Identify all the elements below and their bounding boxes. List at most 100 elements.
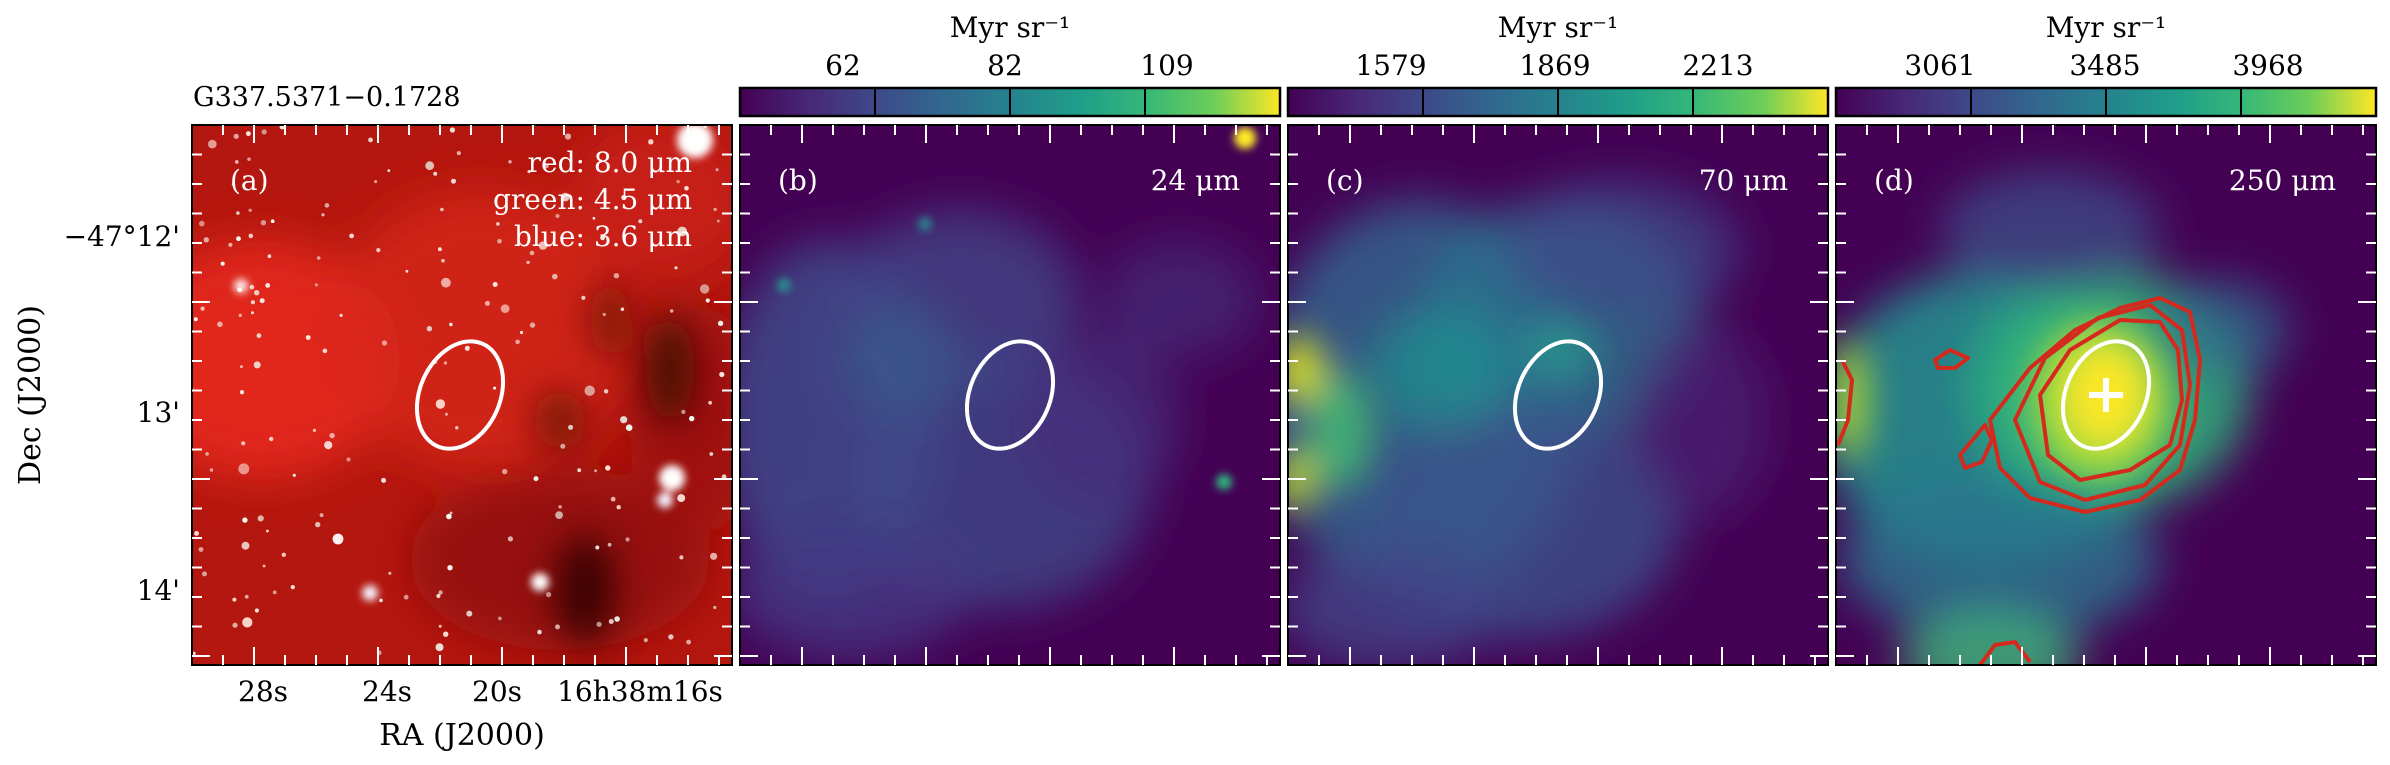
star [676, 179, 680, 184]
star [438, 590, 443, 595]
panel-b-label: (b) [778, 164, 818, 197]
star [715, 168, 719, 172]
star [625, 424, 633, 432]
star [497, 239, 502, 244]
star [241, 441, 246, 446]
star [248, 233, 254, 239]
star [451, 178, 456, 184]
star [456, 151, 461, 156]
star [677, 494, 686, 503]
star [560, 443, 566, 449]
star [388, 571, 392, 575]
ra-tick-28s: 28s [238, 675, 288, 708]
star [446, 513, 452, 520]
star [200, 306, 205, 311]
colorbar-d-tick-1: 3485 [2069, 49, 2140, 82]
panel-a-image [192, 125, 732, 665]
star [205, 452, 209, 456]
legend-green: green: 4.5 μm [493, 183, 692, 216]
star [620, 307, 625, 311]
star [679, 555, 684, 560]
star [236, 236, 241, 242]
star [581, 295, 586, 300]
star [438, 624, 442, 628]
star [435, 399, 446, 409]
star [607, 542, 612, 547]
star [322, 348, 328, 354]
star [603, 389, 609, 394]
panel-d-band: 250 μm [2229, 164, 2336, 197]
star [638, 219, 643, 224]
star [447, 565, 453, 571]
star [261, 129, 267, 135]
star [527, 170, 531, 174]
star [316, 256, 321, 260]
star [529, 322, 536, 328]
colorbar-b-tick-0: 62 [825, 49, 861, 82]
star [684, 186, 689, 191]
colorbar-c-tick-2: 2213 [1682, 49, 1753, 82]
x-axis-label: RA (J2000) [379, 718, 545, 753]
panel-b-band: 24 μm [1151, 164, 1240, 197]
star [253, 361, 261, 369]
star [321, 213, 325, 217]
star [620, 416, 628, 424]
star [621, 194, 627, 201]
star [279, 125, 286, 130]
star [324, 203, 330, 208]
star [529, 250, 535, 256]
star [332, 533, 344, 545]
legend-blue: blue: 3.6 μm [514, 220, 692, 253]
panel-d-ellipse [2060, 339, 2152, 451]
star [272, 590, 277, 595]
panel-d: (d) 250 μm [1835, 124, 2377, 666]
star [568, 424, 574, 430]
star [242, 617, 253, 628]
star [545, 164, 549, 169]
star [526, 260, 530, 264]
star [319, 513, 324, 518]
star [689, 415, 695, 422]
panel-c-band: 70 μm [1699, 164, 1788, 197]
panel-d-image [1836, 125, 2376, 665]
colorbar-b-unit: Myr sr⁻¹ [950, 11, 1071, 44]
star [441, 277, 451, 288]
star [254, 608, 259, 613]
star [232, 622, 238, 628]
star [502, 468, 508, 475]
star [403, 594, 409, 600]
colorbar-b-tick-1: 82 [987, 49, 1023, 82]
star [433, 171, 438, 176]
y-axis-label: Dec (J2000) [13, 305, 48, 485]
star [257, 515, 264, 522]
star [242, 517, 248, 523]
star [270, 219, 275, 223]
star [425, 161, 435, 171]
star [203, 237, 209, 243]
star [324, 441, 333, 450]
star [368, 137, 373, 143]
star [435, 643, 444, 652]
star [315, 521, 321, 528]
star [193, 317, 198, 322]
star [232, 597, 237, 602]
star [233, 133, 239, 139]
legend-red: red: 8.0 μm [528, 146, 692, 179]
star [312, 428, 316, 432]
star [643, 638, 648, 643]
star [555, 511, 563, 519]
star [426, 326, 433, 332]
panel-d-label: (d) [1874, 164, 1914, 197]
dec-tick-14: 14' [137, 574, 180, 607]
star [217, 321, 223, 328]
star [546, 592, 552, 598]
star [449, 127, 455, 133]
star [228, 242, 233, 247]
star [717, 320, 724, 326]
star [519, 330, 524, 335]
star [443, 631, 449, 637]
panel-c: (c) 70 μm [1287, 124, 1829, 666]
star [346, 457, 351, 462]
star [329, 432, 335, 439]
